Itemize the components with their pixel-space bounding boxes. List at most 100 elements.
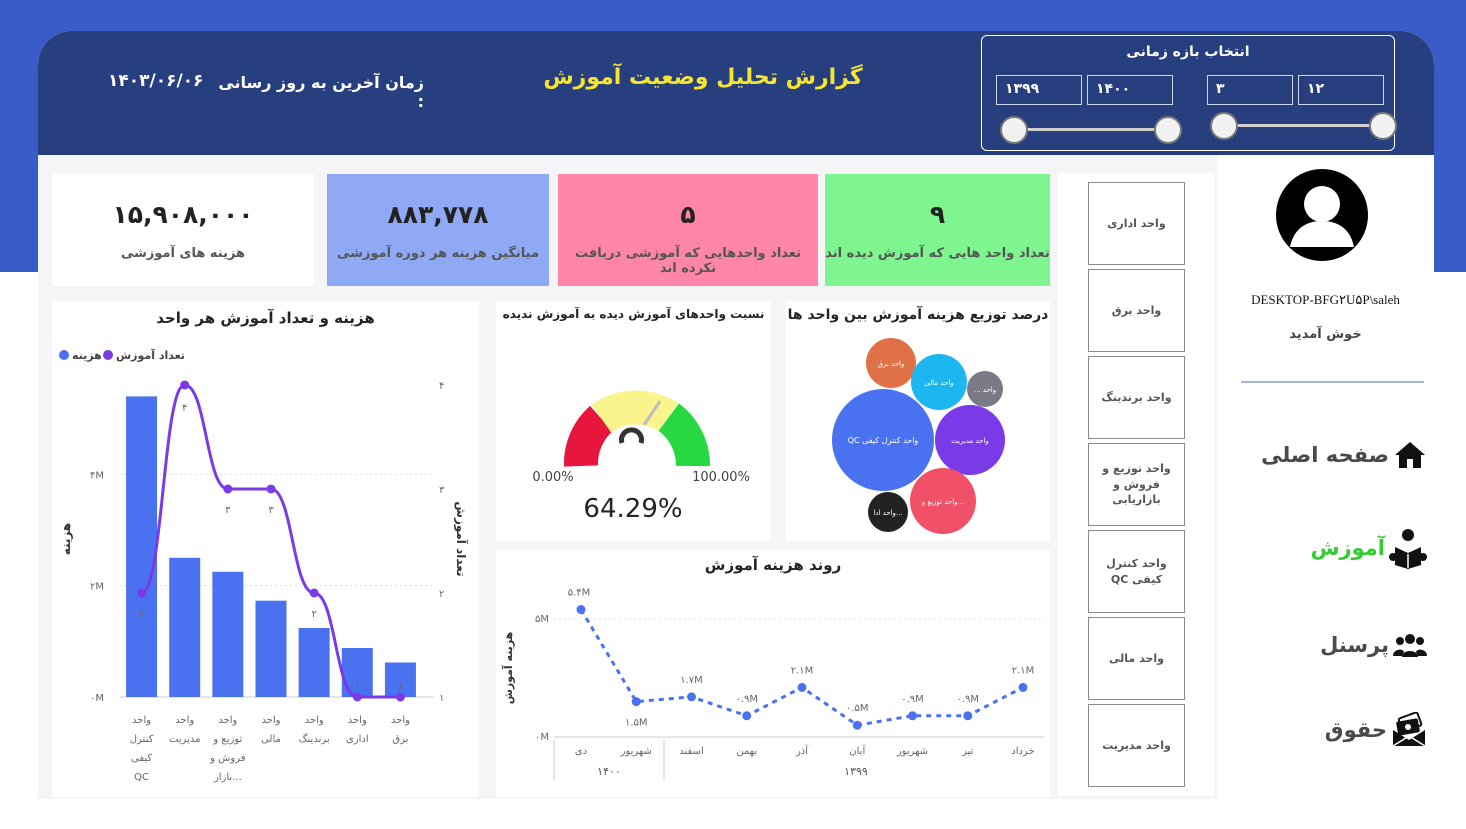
reader-icon [1389, 529, 1427, 569]
unit-filter-quality-control[interactable]: واحد کنترل کیفی QC [1088, 530, 1185, 613]
user-name: DESKTOP-BFG۲U۵P\saleh [1251, 292, 1400, 307]
point-count[interactable] [137, 588, 147, 598]
trend-point[interactable] [576, 605, 586, 615]
trend-point[interactable] [908, 711, 917, 721]
y-tick-count: ۱ [439, 693, 444, 704]
year-slider-end-handle[interactable] [1154, 116, 1182, 144]
user-avatar-icon [1276, 169, 1368, 261]
gauge-panel: نسبت واحدهای آموزش دیده به آموزش ندیده 0… [496, 301, 771, 541]
nav-item-personnel[interactable]: پرسنل [1257, 625, 1427, 665]
bar-cost[interactable] [384, 662, 416, 697]
bubble-title: درصد توزیع هزینه آموزش بین واحد ها [787, 307, 1049, 323]
gauge-needle-hub [619, 427, 644, 444]
users-icon [1393, 634, 1427, 657]
trend-point[interactable] [687, 692, 696, 702]
trend-x-tick: شهریور [620, 746, 652, 757]
year-to-input[interactable]: ۱۴۰۰ [1087, 75, 1173, 105]
gauge-value: 64.29% [583, 494, 682, 524]
y-tick-cost: ۲M [90, 582, 104, 593]
unit-filter-admin[interactable]: واحد اداری [1088, 182, 1185, 265]
money-icon [1392, 712, 1426, 747]
bubble-quality-control-unit[interactable] [832, 389, 934, 491]
x-tick-label: توزیع و [212, 734, 242, 745]
trend-panel: روند هزینه آموزش هزینه آموزش ۵M ۰M ۱۴۰۰ … [496, 550, 1050, 797]
x-tick-label: کنترل [130, 734, 154, 745]
unit-filter-branding[interactable]: واحد برندینگ [1088, 356, 1185, 439]
y-axis-title-count: تعداد آموزش [453, 501, 469, 576]
nav-item-salary[interactable]: حقوق [1257, 710, 1427, 750]
legend-label-count: تعداد آموزش [116, 348, 185, 362]
cost-count-chart-title: هزینه و تعداد آموزش هر واحد [156, 309, 375, 327]
trend-year-label: ۱۳۹۹ [844, 765, 868, 778]
unit-filter-finance[interactable]: واحد مالی [1088, 617, 1185, 700]
bar-cost[interactable] [169, 557, 201, 697]
trend-x-tick: اسفند [679, 746, 703, 757]
bubble-admin-unit[interactable] [868, 492, 908, 532]
bar-cost[interactable] [212, 571, 244, 697]
point-count[interactable] [309, 588, 319, 598]
bar-cost[interactable] [126, 396, 158, 697]
trend-value-label: ۰.۹M [901, 694, 924, 705]
kpi-label: تعداد واحدهایی که آموزشی دریافت نکرده ان… [574, 246, 801, 276]
point-count[interactable] [180, 380, 190, 390]
month-slider-end-handle[interactable] [1369, 112, 1397, 140]
legend-label-cost: هزینه [72, 349, 102, 362]
month-to-input[interactable]: ۱۲ [1298, 75, 1384, 105]
bubble-distribution-unit[interactable] [910, 468, 976, 534]
trend-point[interactable] [797, 682, 807, 692]
trend-point[interactable] [963, 711, 973, 721]
trend-x-tick: آبان [849, 744, 866, 757]
bubble-finance-unit[interactable] [911, 354, 967, 410]
month-slider-start-handle[interactable] [1210, 112, 1238, 140]
unit-filter-energy[interactable]: واحد برق [1088, 269, 1185, 352]
bubble-label: ... واحد [974, 386, 996, 394]
x-tick-label: واحد [218, 715, 237, 726]
trend-value-label: ۵.۴M [568, 588, 591, 599]
trend-point[interactable] [742, 711, 752, 721]
x-tick-label: واحد [305, 715, 324, 726]
trend-point[interactable] [631, 697, 641, 707]
legend-swatch-count [103, 350, 113, 360]
trend-y-tick: ۵M [535, 614, 549, 625]
point-count[interactable] [352, 692, 362, 702]
month-from-input[interactable]: ۳ [1207, 75, 1293, 105]
y-tick-count: ۲ [439, 589, 444, 600]
data-label-count: ۲ [139, 609, 144, 620]
sidebar-divider [1241, 381, 1424, 383]
sidebar: DESKTOP-BFG۲U۵P\saleh خوش آمدید صفحه اصل… [1217, 155, 1434, 799]
trend-value-label: ۲.۱M [791, 665, 814, 676]
point-count[interactable] [266, 484, 276, 494]
nav-item-home[interactable]: صفحه اصلی [1257, 435, 1427, 475]
year-slider-start-handle[interactable] [1000, 116, 1028, 144]
bubble-other-unit[interactable] [967, 371, 1003, 407]
kpi-label: تعداد واحد هایی که آموزش دیده اند [825, 246, 1050, 261]
kpi-value: ۸۸۳,۷۷۸ [387, 200, 489, 229]
data-label-count: ۳ [268, 505, 274, 516]
year-slider-track[interactable] [1016, 128, 1168, 131]
point-count[interactable] [223, 484, 233, 494]
x-tick-label: QC [134, 772, 149, 783]
bar-cost[interactable] [298, 627, 330, 697]
kpi-value: ۱۵,۹۰۸,۰۰۰ [112, 200, 254, 229]
gauge-band-yellow [591, 390, 679, 433]
data-label-count: ۴ [182, 403, 187, 414]
bar-cost[interactable] [255, 600, 287, 697]
year-from-input[interactable]: ۱۳۹۹ [996, 75, 1082, 105]
data-label-count: ۱ [398, 681, 403, 692]
point-count[interactable] [395, 692, 405, 702]
unit-filter-distribution[interactable]: واحد توزیع و فروش و بازاریابی [1088, 443, 1185, 526]
unit-filter-management[interactable]: واحد مدیریت [1088, 704, 1185, 787]
bubble-label: واحد برق [878, 360, 905, 368]
report-frame: ۱۴۰۳/۰۶/۰۶ زمان آخرین به روز رسانی : گزا… [38, 31, 1434, 799]
unit-slicer: واحد اداری واحد برق واحد برندینگ واحد تو… [1058, 173, 1214, 796]
month-slider-track[interactable] [1226, 124, 1384, 127]
x-tick-label: مدیریت [169, 734, 201, 745]
y-axis-title-cost: هزینه [59, 523, 73, 555]
nav-item-training[interactable]: آموزش [1257, 528, 1427, 569]
bubble-management-unit[interactable] [935, 405, 1005, 475]
trend-point[interactable] [852, 720, 862, 730]
trend-x-tick: آذر [795, 744, 809, 757]
trend-point[interactable] [1018, 682, 1028, 692]
bubble-label: QC واحد کنترل کیفی [848, 436, 919, 445]
bubble-energy-unit[interactable] [866, 338, 916, 388]
